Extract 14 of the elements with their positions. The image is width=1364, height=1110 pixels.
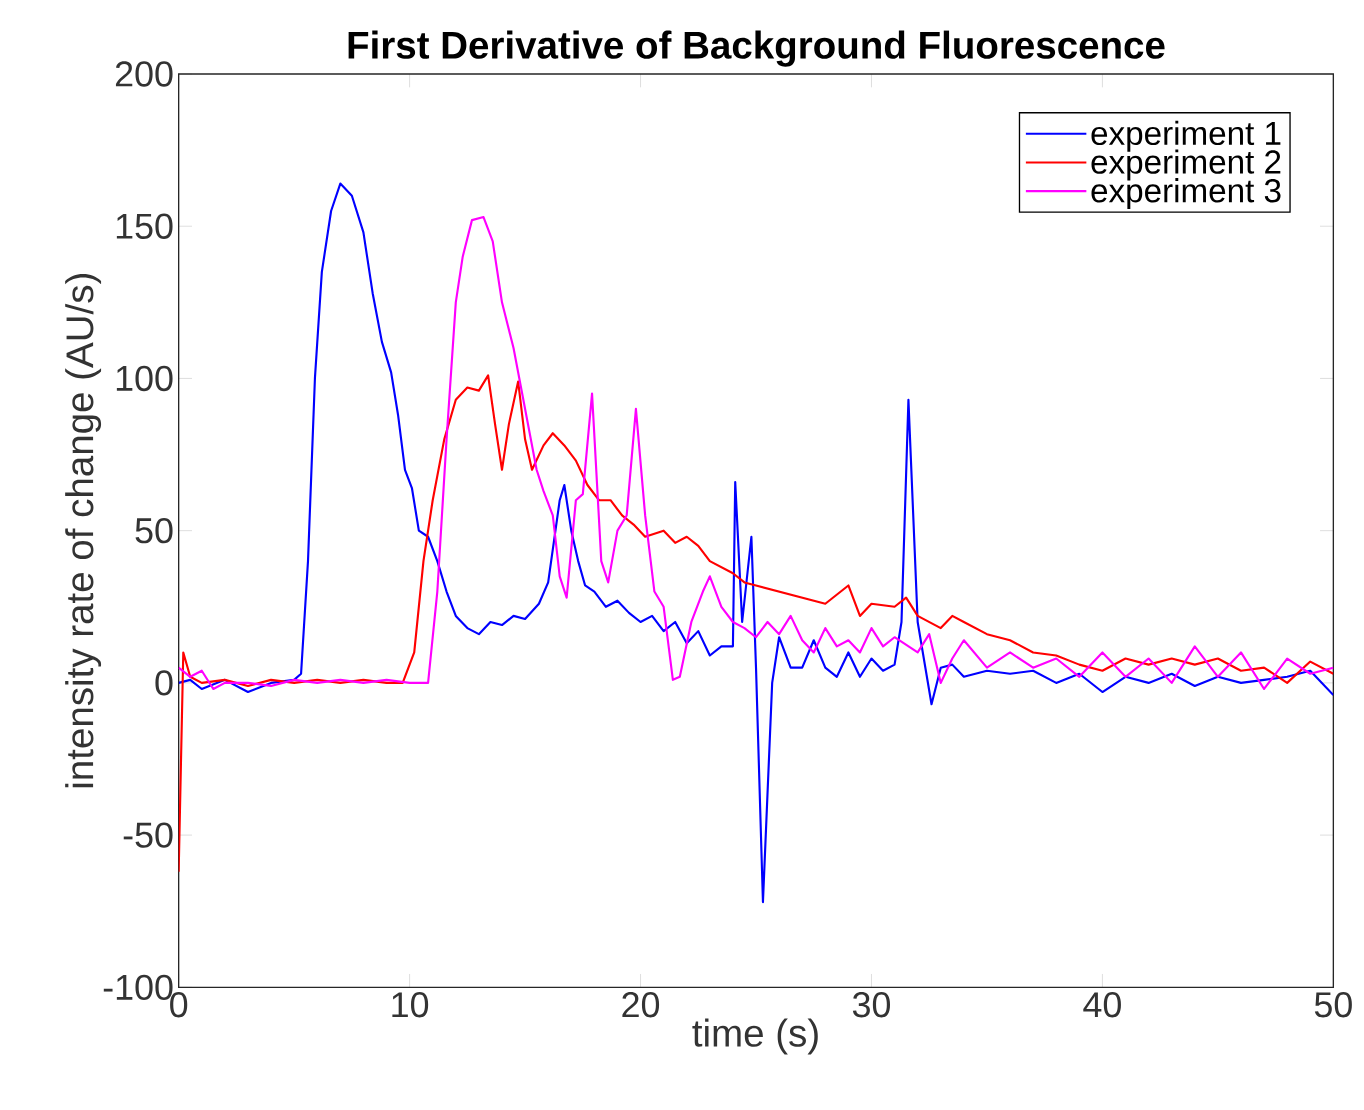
x-tick-label: 50 — [1314, 992, 1352, 1018]
y-tick-label: 200 — [115, 61, 173, 87]
x-tick-label: 40 — [1083, 992, 1121, 1018]
y-tick-label: -50 — [123, 822, 173, 848]
x-axis-title: time (s) — [692, 1018, 818, 1055]
x-tick-label: 10 — [392, 992, 429, 1018]
y-tick-label: 150 — [116, 213, 173, 239]
y-axis-title: intensity rate of change (AU/s) — [65, 274, 102, 788]
x-tick-label: 20 — [622, 992, 660, 1018]
y-tick-label: 100 — [116, 365, 173, 392]
chart-title: First Derivative of Background Fluorescence — [348, 30, 1165, 67]
x-tick-label: 30 — [852, 992, 891, 1018]
y-tick-label: 50 — [135, 517, 173, 544]
y-tick-label: 0 — [155, 670, 173, 696]
